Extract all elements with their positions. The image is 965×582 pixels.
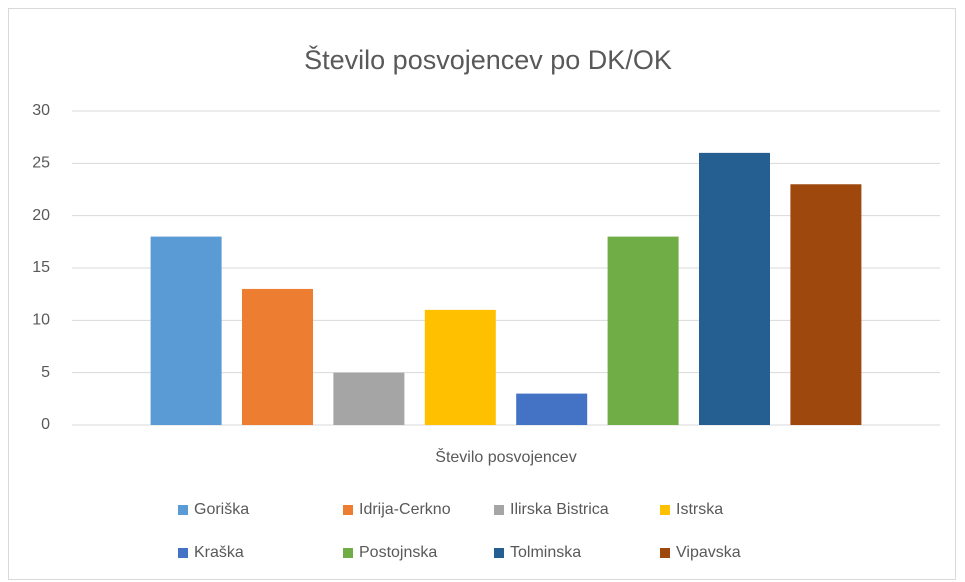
y-tick-label: 0	[41, 416, 50, 433]
legend-label: Goriška	[194, 501, 249, 518]
bar	[333, 372, 405, 425]
legend-label: Istrska	[676, 501, 723, 518]
legend-swatch	[343, 505, 353, 515]
legend-label: Ilirska Bistrica	[510, 501, 609, 518]
bar	[150, 236, 222, 425]
legend-label: Postojnska	[359, 544, 437, 561]
legend-swatch	[494, 505, 504, 515]
legend-label: Idrija-Cerkno	[359, 501, 451, 518]
bar	[516, 393, 588, 425]
bar	[242, 288, 313, 425]
y-tick-label: 20	[32, 207, 50, 224]
bar	[790, 184, 862, 425]
bar	[424, 309, 496, 425]
legend-swatch	[660, 505, 670, 515]
bar	[699, 152, 770, 425]
legend-swatch	[494, 548, 504, 558]
legend-swatch	[178, 505, 188, 515]
legend-label: Vipavska	[676, 544, 741, 561]
legend-label: Tolminska	[510, 544, 581, 561]
chart-title: Število posvojencev po DK/OK	[304, 44, 672, 75]
x-tick-label: Število posvojencev	[435, 447, 576, 466]
y-tick-label: 25	[32, 155, 50, 172]
legend-swatch	[660, 548, 670, 558]
legend-label: Kraška	[194, 544, 244, 561]
bar	[607, 236, 679, 425]
y-tick-label: 10	[32, 312, 50, 329]
y-tick-label: 5	[41, 364, 50, 381]
y-tick-label: 30	[32, 102, 50, 119]
legend-swatch	[178, 548, 188, 558]
y-tick-label: 15	[32, 259, 50, 276]
legend-swatch	[343, 548, 353, 558]
